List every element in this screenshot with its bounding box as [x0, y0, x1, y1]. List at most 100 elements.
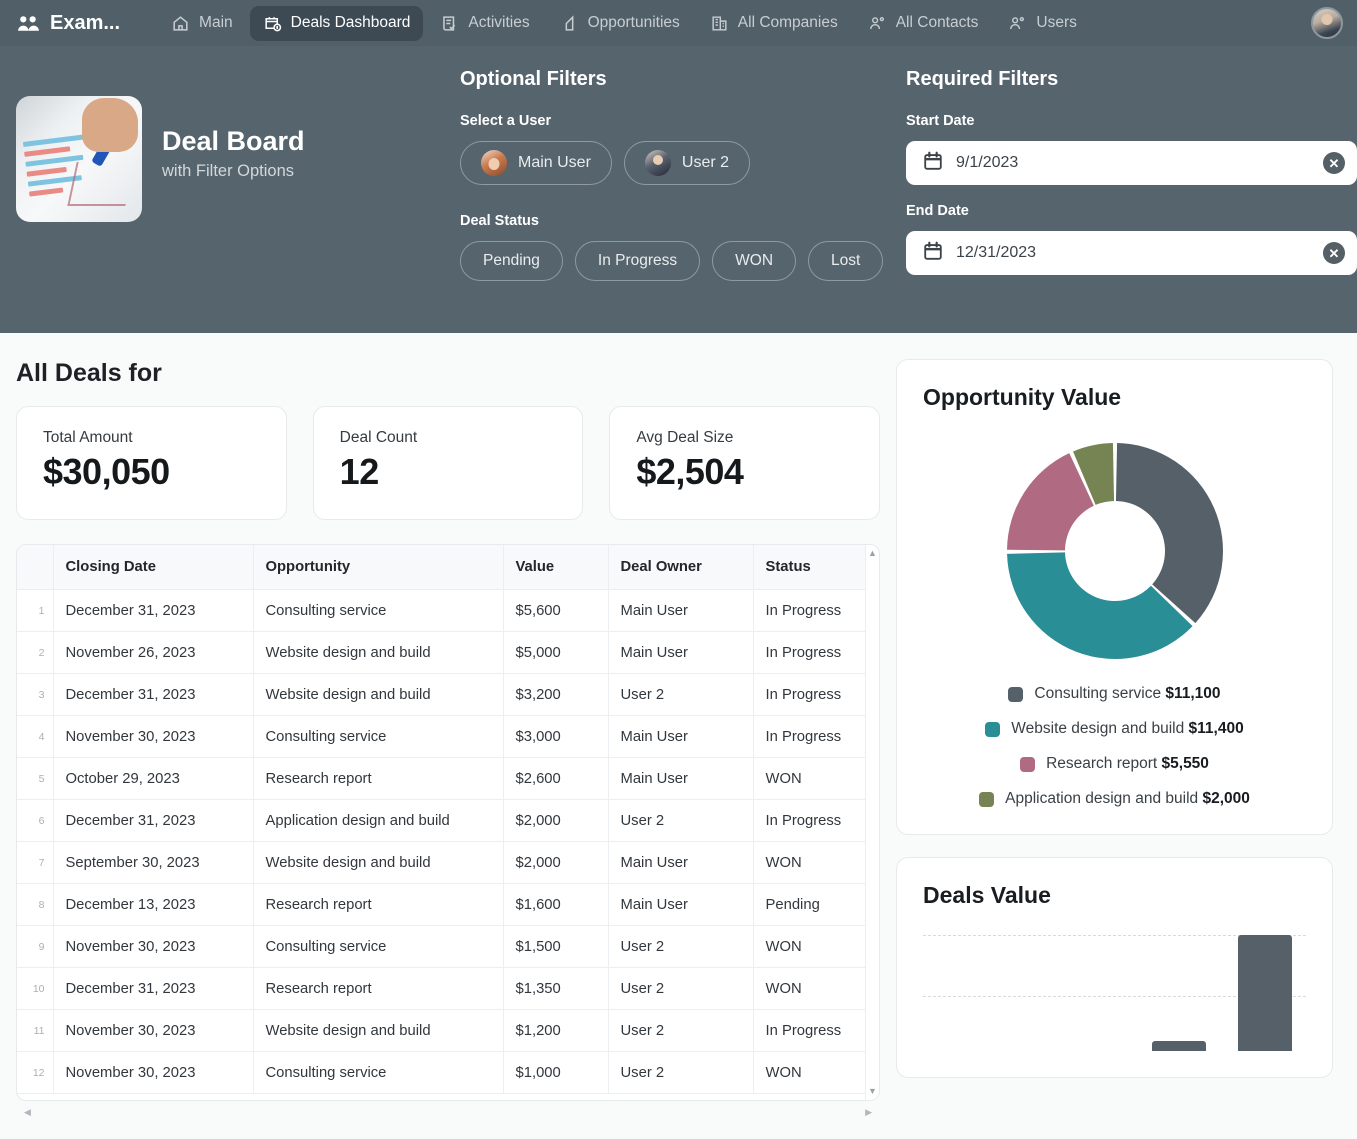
row-number: 9 [17, 925, 54, 968]
grid-line [923, 935, 1306, 936]
cell-opportunity: Research report [253, 967, 504, 1010]
cell-closing-date: December 31, 2023 [53, 673, 254, 716]
status-chip-pending[interactable]: Pending [460, 241, 563, 281]
table-row[interactable]: 11 November 30, 2023 Website design and bu… [17, 1009, 879, 1052]
legend-value: $11,400 [1188, 720, 1244, 737]
donut-slice-1[interactable] [1115, 443, 1223, 624]
cell-value: $2,600 [503, 757, 609, 800]
scroll-left-arrow[interactable]: ◀ [24, 1106, 31, 1117]
opportunity-value-title: Opportunity Value [923, 384, 1122, 410]
user-avatar[interactable] [1311, 7, 1343, 39]
col-header-status[interactable]: Status [753, 545, 879, 590]
donut-chart [923, 419, 1306, 685]
donut-slice-3[interactable] [1006, 453, 1094, 551]
table-row[interactable]: 1 December 31, 2023 Consulting service $5,6… [17, 589, 879, 632]
legend-item[interactable]: Application design and build $2,000 [979, 790, 1250, 808]
start-date-group: Start Date 9/1/2023 ✕ [906, 113, 1357, 185]
legend-item[interactable]: Website design and build $11,400 [985, 720, 1244, 738]
status-chip-won[interactable]: WON [712, 241, 797, 281]
legend-item[interactable]: Consulting service $11,100 [1008, 685, 1221, 703]
end-date-input[interactable]: 12/31/2023 ✕ [906, 231, 1357, 275]
legend-value: $5,550 [1161, 755, 1209, 772]
nav-label: Main [199, 14, 233, 31]
scroll-up-arrow[interactable]: ▲ [868, 548, 877, 558]
table-row[interactable]: 2 November 26, 2023 Website design and bui… [17, 631, 879, 674]
user-chip-user-2[interactable]: User 2 [623, 141, 751, 185]
user-chip-label: User 2 [681, 154, 730, 171]
start-date-input[interactable]: 9/1/2023 ✕ [906, 141, 1357, 185]
cell-opportunity: Consulting service [253, 589, 504, 632]
cell-deal-owner: Main User [608, 631, 754, 674]
nav-item-activities[interactable]: Activities [427, 6, 542, 41]
page-title: Deal Board [162, 126, 305, 156]
nav-item-users[interactable]: Users [995, 6, 1089, 41]
cell-opportunity: Consulting service [253, 1051, 504, 1094]
table-row[interactable]: 12 November 30, 2023 Consulting service $1,… [17, 1051, 879, 1094]
row-number: 6 [17, 799, 54, 842]
cell-value: $1,600 [503, 883, 609, 926]
cell-deal-owner: Main User [608, 883, 754, 926]
nav-label: Users [1036, 14, 1077, 31]
stat-label: Avg Deal Size [636, 429, 734, 446]
stat-value: 12 [339, 451, 380, 492]
status-chip-in-progress[interactable]: In Progress [574, 241, 701, 281]
start-date-value: 9/1/2023 [956, 154, 1019, 171]
clear-end-date-icon[interactable]: ✕ [1323, 242, 1345, 264]
cell-deal-owner: User 2 [608, 1051, 754, 1094]
cell-opportunity: Website design and build [253, 673, 504, 716]
clear-start-date-icon[interactable]: ✕ [1323, 152, 1345, 174]
table-vertical-scrollbar[interactable]: ▲ ▼ [865, 545, 879, 1100]
table-row[interactable]: 6 December 31, 2023 Application design and… [17, 799, 879, 842]
cell-value: $1,000 [503, 1051, 609, 1094]
col-header-opportunity[interactable]: Opportunity [253, 545, 504, 590]
table-row[interactable]: 5 October 29, 2023 Research report $2,600 Ma… [17, 757, 879, 800]
section-title: All Deals for [16, 359, 162, 387]
cell-status: WON [753, 757, 879, 800]
table-row[interactable]: 7 September 30, 2023 Website design and bu… [17, 841, 879, 884]
table-row[interactable]: 10 December 31, 2023 Research report $1,350… [17, 967, 879, 1010]
table-row[interactable]: 8 December 13, 2023 Research report $1,600 M… [17, 883, 879, 926]
donut-slice-4[interactable] [1072, 443, 1114, 505]
scroll-right-arrow[interactable]: ▶ [865, 1106, 872, 1117]
status-chip-lost[interactable]: Lost [808, 241, 884, 281]
bar-2[interactable] [1238, 935, 1292, 1051]
deal-board-thumbnail [16, 96, 142, 222]
donut-slice-2[interactable] [1006, 552, 1193, 659]
col-header-deal-owner[interactable]: Deal Owner [608, 545, 754, 590]
legend-swatch-icon [1008, 686, 1024, 702]
stat-value: $2,504 [636, 451, 744, 492]
optional-filters-heading: Optional Filters [460, 68, 607, 90]
table-horizontal-scrollbar[interactable]: ◀ ▶ [16, 1103, 880, 1121]
nav-item-all-companies[interactable]: All Companies [697, 6, 851, 41]
app-brand[interactable]: Exam... [16, 11, 120, 36]
bar-1[interactable] [1152, 1041, 1206, 1051]
table-row[interactable]: 3 December 31, 2023 Website design and bui… [17, 673, 879, 716]
user-chip-main-user[interactable]: Main User [460, 141, 612, 185]
bars-area [923, 931, 1306, 1051]
user-chip-label: Main User [518, 154, 591, 171]
col-header-value[interactable]: Value [503, 545, 609, 590]
legend-item[interactable]: Research report $5,550 [1020, 755, 1209, 773]
cell-closing-date: December 31, 2023 [53, 799, 254, 842]
nav-item-main[interactable]: Main [158, 6, 246, 41]
row-number: 8 [17, 883, 54, 926]
users-icon [1008, 14, 1027, 33]
cell-status: In Progress [753, 631, 879, 674]
nav-item-all-contacts[interactable]: All Contacts [855, 6, 992, 41]
deals-section: All Deals for Total Amount $30,050 Deal … [0, 333, 896, 1121]
cell-deal-owner: Main User [608, 757, 754, 800]
nav-item-opportunities[interactable]: Opportunities [547, 6, 693, 41]
table-row[interactable]: 9 November 30, 2023 Consulting service $1,5… [17, 925, 879, 968]
cell-closing-date: December 13, 2023 [53, 883, 254, 926]
cell-status: In Progress [753, 589, 879, 632]
cell-value: $1,500 [503, 925, 609, 968]
table-row[interactable]: 4 November 30, 2023 Consulting service $3,0… [17, 715, 879, 758]
building-icon [710, 14, 729, 33]
col-header-closing-date[interactable]: Closing Date [53, 545, 254, 590]
legend-label: Website design and build $11,400 [1011, 720, 1244, 737]
cell-closing-date: November 30, 2023 [53, 1009, 254, 1052]
nav-item-deals-dashboard[interactable]: Deals Dashboard [249, 5, 424, 41]
scroll-down-arrow[interactable]: ▼ [868, 1086, 877, 1096]
end-date-label: End Date [906, 203, 969, 219]
deal-status-chips: Pending In Progress WON Lost [460, 241, 906, 281]
